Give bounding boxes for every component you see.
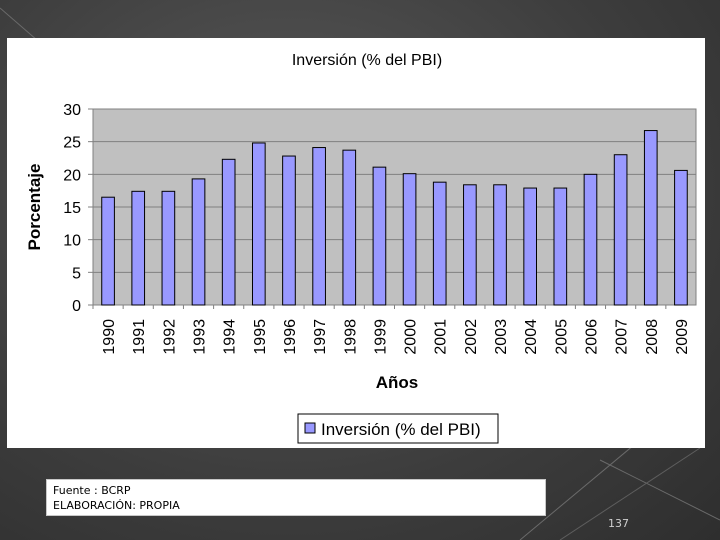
x-tick-label: 2009 <box>674 319 691 355</box>
x-axis-ticks: 1990 1991 1992 1993 1994 1995 1996 1997 1998 1999… <box>92 305 691 355</box>
legend-box <box>297 413 499 444</box>
legend-label: Inversión (% del PBI) <box>321 420 481 439</box>
y-axis-ticks: 0 5 10 15 20 25 30 <box>63 102 93 315</box>
bar-2005 <box>553 187 568 306</box>
bar-2001 <box>432 181 447 306</box>
source-box: Fuente : BCRP ELABORACIÓN: PROPIA <box>46 479 546 516</box>
page-number: 137 <box>608 517 629 530</box>
x-tick-label: 2005 <box>553 319 570 355</box>
y-tick-label: 10 <box>63 233 81 250</box>
chart-title: Inversión (% del PBI) <box>292 52 442 69</box>
y-tick-label: 0 <box>72 298 81 315</box>
bar-2000 <box>402 173 417 306</box>
bar-2002 <box>463 184 477 306</box>
bar-2009 <box>674 169 688 306</box>
source-line: Fuente : BCRP <box>53 484 131 497</box>
bar-1994 <box>221 158 236 306</box>
bar-1992 <box>161 190 176 306</box>
bar-2006 <box>583 173 598 306</box>
bar-1991 <box>131 190 146 306</box>
bar-1996 <box>282 155 296 306</box>
y-tick-label: 5 <box>72 265 81 282</box>
y-tick-label: 30 <box>63 102 81 119</box>
y-tick-label: 20 <box>63 167 81 184</box>
y-tick-label: 15 <box>63 200 81 217</box>
bar-1998 <box>342 149 357 306</box>
x-tick-label: 2003 <box>493 319 510 355</box>
x-tick-label: 2007 <box>614 319 631 355</box>
legend: Inversión (% del PBI) <box>297 413 499 444</box>
x-tick-label: 2008 <box>644 319 661 355</box>
x-tick-label: 2002 <box>463 319 480 355</box>
x-tick-label: 1990 <box>101 319 118 355</box>
x-tick-label: 2000 <box>403 319 420 355</box>
bar-2007 <box>613 154 628 306</box>
x-tick-label: 2001 <box>433 319 450 355</box>
x-tick-label: 1998 <box>342 319 359 355</box>
legend-swatch <box>304 422 316 434</box>
x-tick-label: 2006 <box>583 319 600 355</box>
x-tick-label: 1999 <box>372 319 389 355</box>
bar-1999 <box>372 166 387 306</box>
bar-2004 <box>523 187 538 306</box>
chart-panel: Inversión (% del PBI) 0 5 10 15 20 25 30 1990 1… <box>7 38 705 448</box>
y-axis-label: Porcentaje <box>25 164 44 251</box>
bars <box>101 130 688 306</box>
bar-2008 <box>643 130 658 306</box>
credit-line: ELABORACIÓN: PROPIA <box>53 499 180 512</box>
x-axis-label: Años <box>376 373 419 392</box>
x-tick-label: 1993 <box>192 319 209 355</box>
x-tick-label: 1991 <box>131 319 148 355</box>
x-tick-label: 1992 <box>161 319 178 355</box>
bar-1993 <box>191 178 206 306</box>
x-tick-label: 1996 <box>282 319 299 355</box>
y-tick-label: 25 <box>63 135 81 152</box>
bar-2003 <box>493 184 507 306</box>
x-tick-label: 2004 <box>523 319 540 355</box>
bar-1995 <box>251 142 266 306</box>
x-tick-label: 1994 <box>222 319 239 355</box>
x-tick-label: 1995 <box>252 319 269 355</box>
bar-1997 <box>312 147 326 306</box>
bar-1990 <box>101 196 115 306</box>
x-tick-label: 1997 <box>312 319 329 355</box>
